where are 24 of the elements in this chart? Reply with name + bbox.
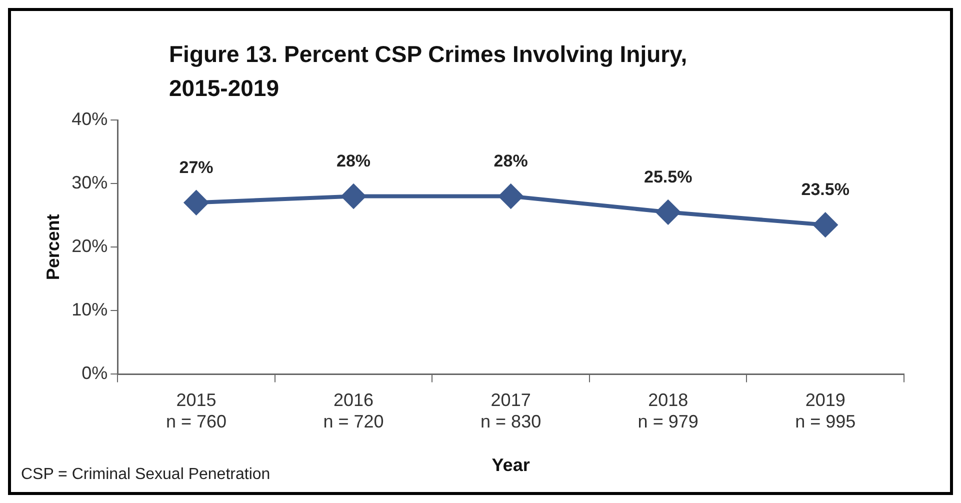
y-tick-label: 30% [72, 172, 108, 193]
x-tick-label: 2016 n = 720 [323, 390, 384, 432]
x-axis-title: Year [492, 455, 530, 476]
y-tick-label: 0% [82, 363, 108, 384]
y-tick-label: 10% [72, 300, 108, 320]
data-label: 28% [336, 151, 371, 170]
data-label: 23.5% [801, 180, 850, 200]
point [656, 200, 680, 224]
y-tick-label: 40% [72, 108, 108, 129]
text: CSP = Criminal Sexual Penetration [21, 466, 270, 484]
y-axis-title: Percent [42, 214, 63, 280]
data-label: 28% [494, 151, 528, 170]
x-tick-label: 2015 n = 760 [166, 390, 227, 432]
point [813, 212, 838, 237]
x-tick-label: 2017 n = 830 [480, 390, 542, 432]
point [498, 184, 523, 208]
point [342, 184, 366, 208]
data-label: 27% [179, 158, 214, 177]
x-tick-label: 2018 n = 979 [638, 390, 698, 432]
chart-title: Figure 13. Percent CSP Crimes Involving Injury, 2015-2019 [169, 40, 688, 103]
x-tick-label: 2019 n = 995 [795, 390, 856, 432]
y-tick-label: 20% [72, 236, 108, 256]
data-label: 25.5% [644, 167, 692, 186]
point [184, 190, 208, 215]
